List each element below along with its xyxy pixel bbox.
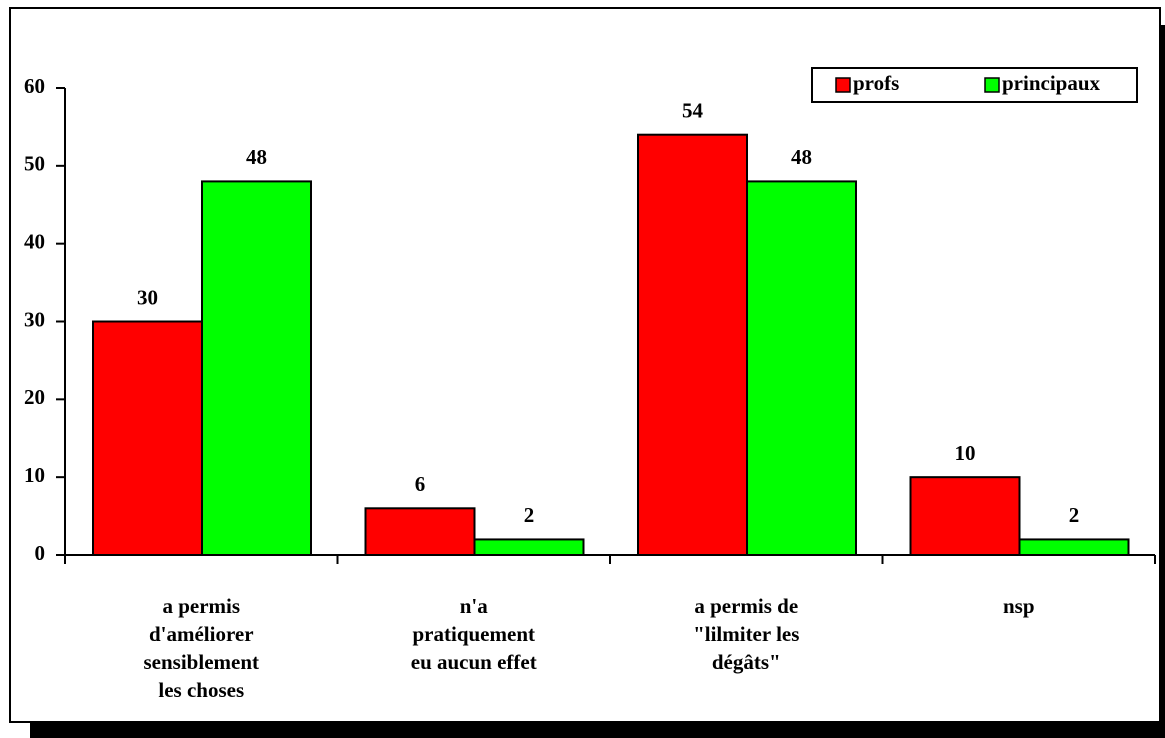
value-label: 54 [682, 99, 704, 123]
y-tick-label: 20 [24, 385, 45, 409]
value-label: 30 [137, 285, 158, 309]
legend-swatch [835, 77, 851, 93]
bar [473, 538, 585, 557]
x-tick-label: nsp [1003, 594, 1035, 618]
x-tick-label: a permis de "lilmiter les dégâts" [693, 594, 799, 674]
y-tick-label: 0 [35, 541, 46, 565]
bar [637, 133, 748, 556]
bar [1018, 538, 1130, 557]
bar [909, 476, 1021, 556]
y-tick-label: 50 [24, 152, 45, 176]
y-tick-label: 60 [24, 74, 45, 98]
x-tick-label: a permis d'améliorer sensiblement les chose… [144, 594, 260, 702]
value-label: 48 [246, 145, 267, 169]
frame-shadow [1160, 25, 1165, 738]
bar [92, 320, 203, 556]
legend-box [811, 67, 1138, 103]
legend-label: principaux [1002, 71, 1101, 95]
bar [201, 180, 312, 556]
value-label: 48 [791, 145, 812, 169]
frame-shadow [30, 722, 1165, 738]
bar [364, 507, 476, 556]
value-label: 6 [415, 472, 426, 496]
value-label: 2 [1069, 503, 1080, 527]
y-tick-label: 10 [24, 463, 45, 487]
legend-label: profs [853, 71, 899, 95]
value-label: 10 [955, 441, 976, 465]
y-tick-label: 30 [24, 307, 45, 331]
value-label: 2 [524, 503, 535, 527]
x-tick-label: n'a pratiquement eu aucun effet [411, 594, 537, 674]
bar [746, 180, 857, 556]
y-tick-label: 40 [24, 229, 45, 253]
legend-swatch [984, 77, 1000, 93]
